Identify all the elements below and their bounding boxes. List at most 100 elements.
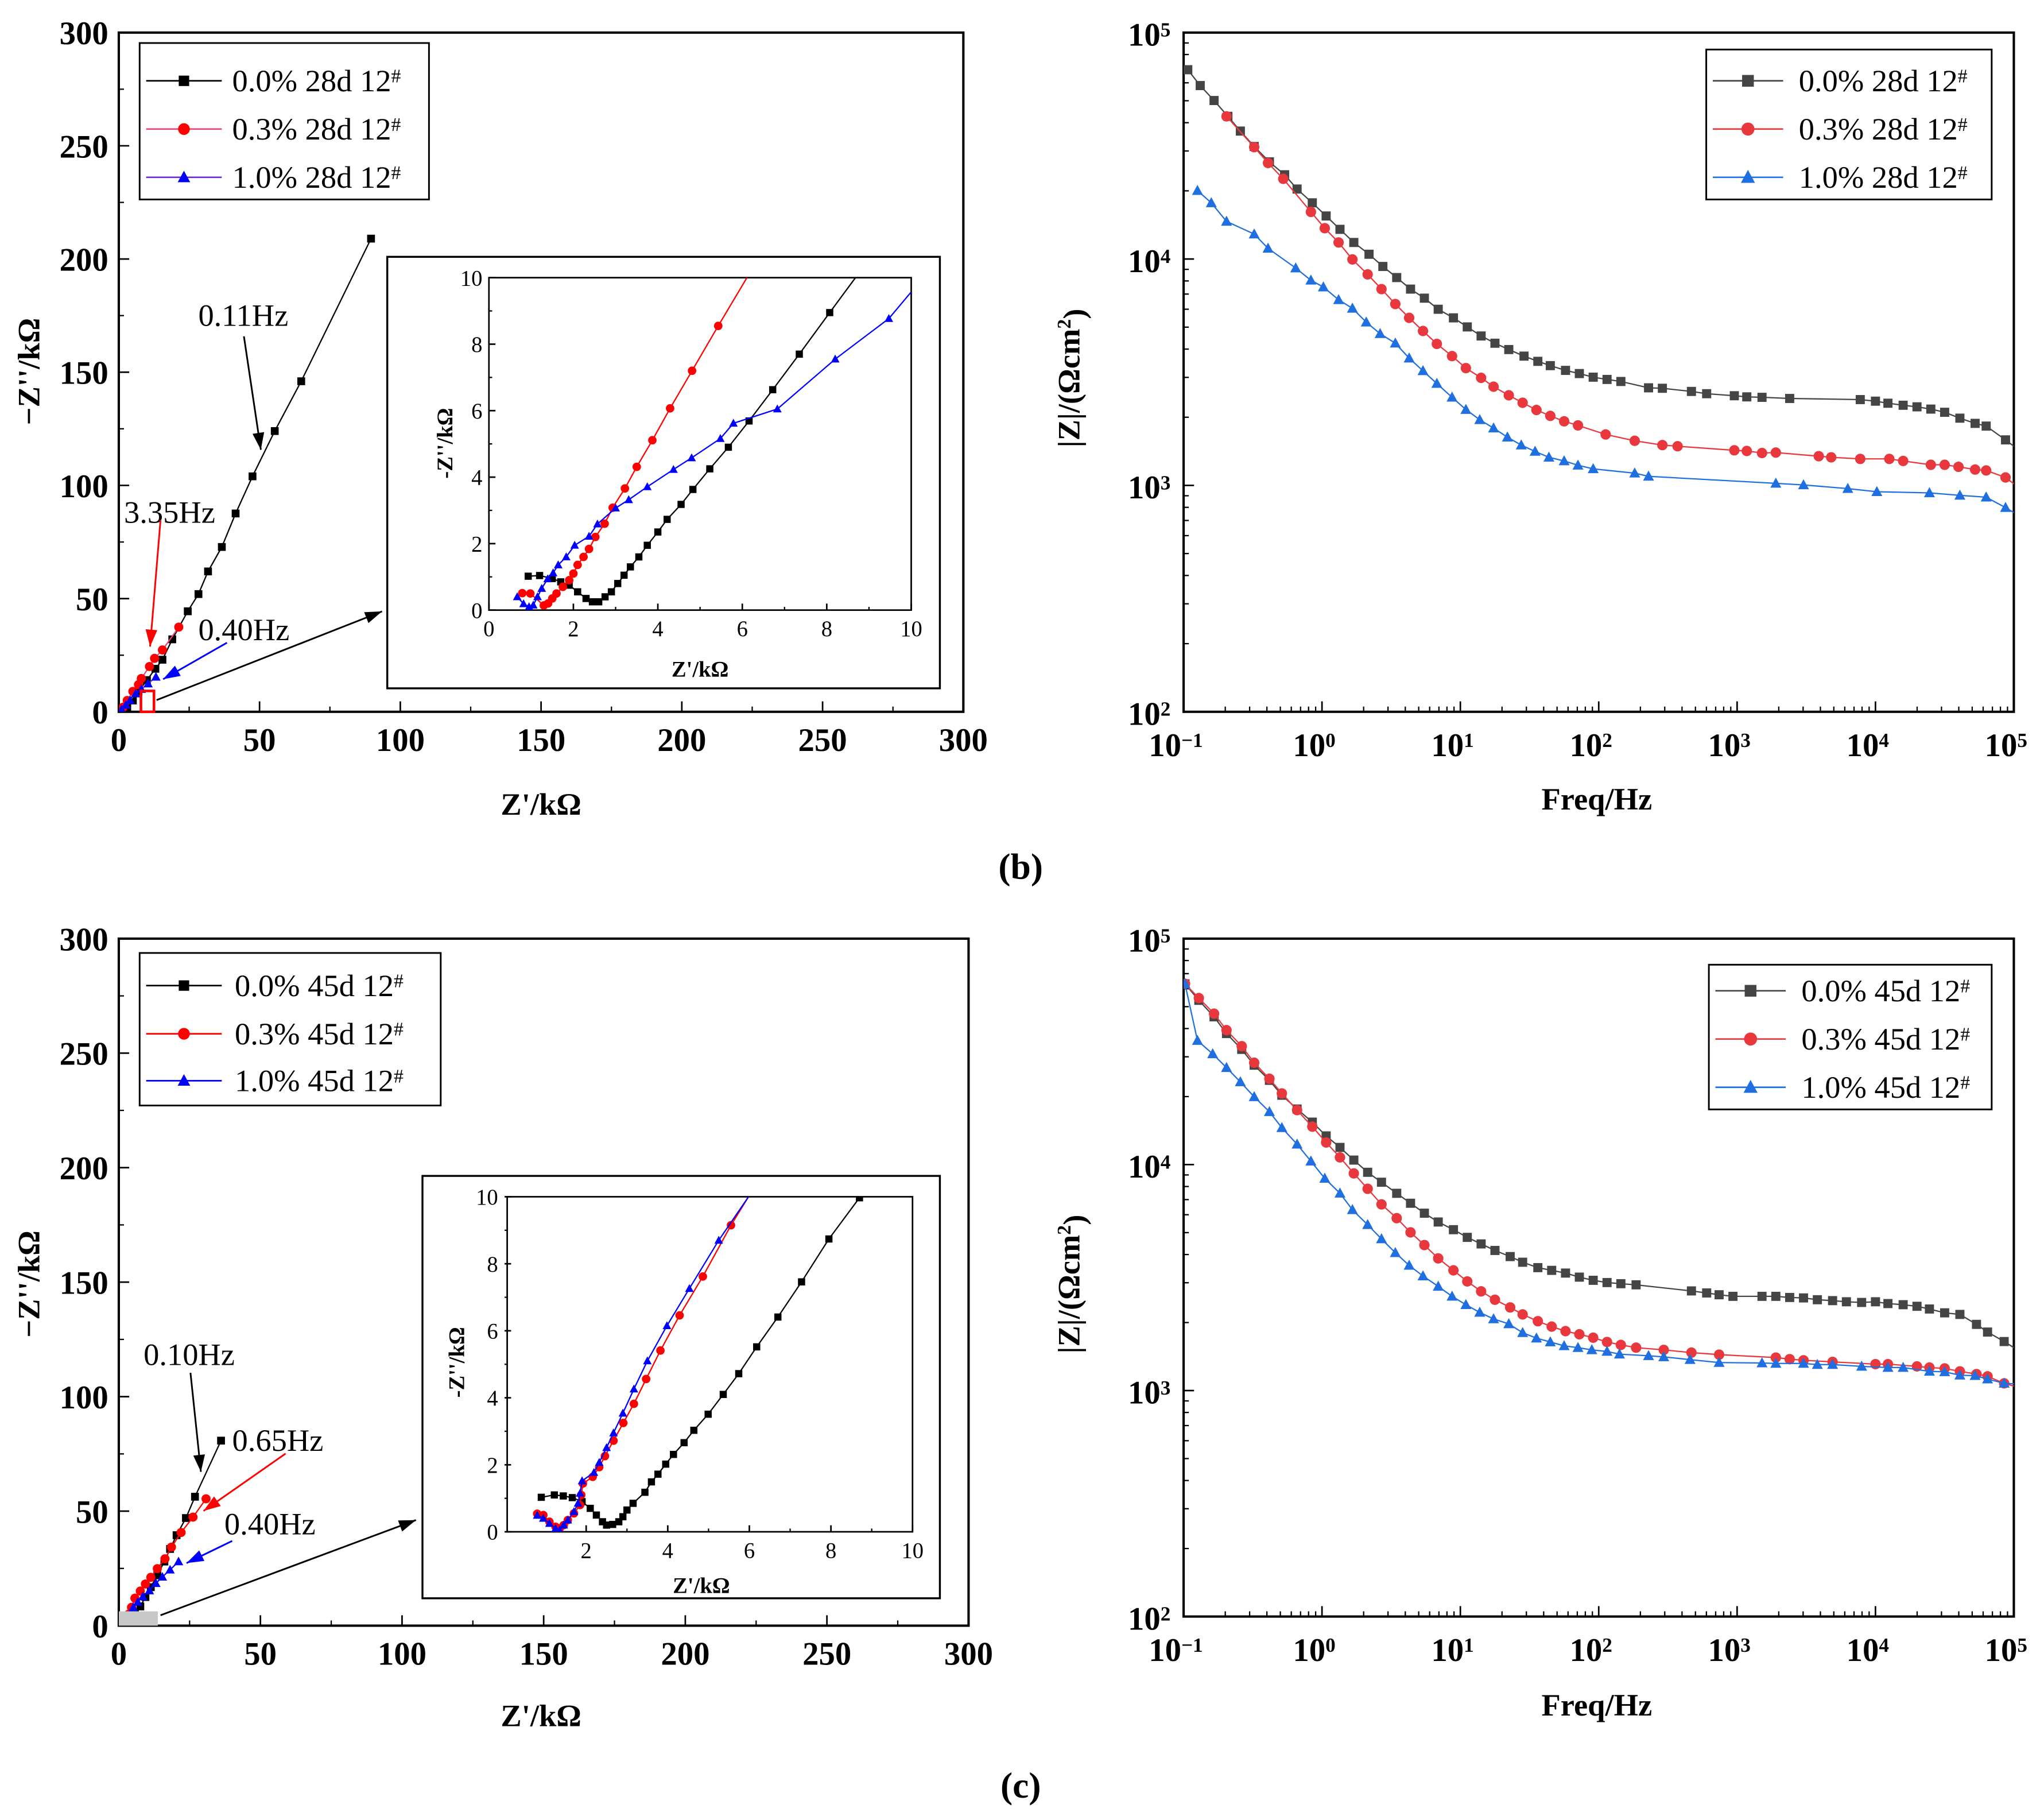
data-point: [1572, 1342, 1584, 1352]
data-point: [121, 700, 131, 709]
data-point: [1715, 1290, 1724, 1300]
x-tick-label: 2: [568, 617, 579, 641]
legend-label: 0.0% 28d 12#: [1799, 63, 1968, 98]
data-point: [1277, 1088, 1287, 1099]
data-point: [146, 1573, 156, 1582]
legend-entry: 0.0% 28d 12#: [1712, 63, 1968, 98]
legend-entry: 1.0% 45d 12#: [146, 1063, 404, 1098]
data-point: [1601, 1337, 1612, 1348]
data-point: [1417, 365, 1429, 375]
data-point: [1925, 459, 1936, 470]
data-point: [595, 598, 603, 606]
y-tick-label-sup: 4: [1161, 1151, 1171, 1173]
data-point: [699, 1272, 707, 1281]
data-layer: [513, 277, 912, 610]
y-tick-label: 0: [487, 1521, 498, 1545]
data-point: [1601, 1345, 1613, 1356]
data-point: [1602, 1277, 1612, 1287]
data-point: [1884, 454, 1895, 464]
x-tick-label: 104: [1847, 727, 1889, 764]
data-point: [1770, 1352, 1781, 1363]
data-point: [1504, 1302, 1516, 1313]
data-point: [592, 1511, 600, 1519]
data-point: [609, 1520, 616, 1528]
data-point: [1374, 328, 1386, 338]
data-point: [1433, 304, 1443, 314]
x-tick-label-base: 10: [1985, 727, 2018, 764]
inset-link-arrow: [156, 610, 383, 701]
x-tick-label-sup: 4: [1879, 1634, 1889, 1656]
data-point: [1405, 1227, 1416, 1238]
y-tick-label: 0: [92, 695, 108, 731]
data-point: [1348, 1168, 1359, 1179]
data-point: [1519, 351, 1529, 361]
data-point: [1999, 1377, 2010, 1388]
data-point: [1629, 467, 1640, 478]
data-point: [1981, 421, 1991, 431]
data-point: [670, 1450, 677, 1458]
x-tick-label-base: 10: [1708, 727, 1741, 764]
data-point: [218, 543, 226, 551]
data-point: [1349, 238, 1359, 247]
x-tick-label: 6: [737, 617, 748, 641]
legend-label: 0.3% 28d 12#: [1799, 111, 1968, 146]
data-point: [1196, 81, 1205, 90]
data-point: [1488, 381, 1499, 392]
data-point: [158, 645, 167, 655]
data-point: [150, 653, 160, 663]
data-point: [603, 1521, 610, 1529]
annotation-arrow-head: [203, 1496, 221, 1511]
data-point: [632, 462, 641, 471]
x-tick-label: 10−1: [1149, 727, 1203, 764]
y-tick-label-sup: 2: [1161, 698, 1171, 721]
y-tick-label: 6: [471, 400, 482, 424]
data-point: [1390, 337, 1401, 348]
x-tick-label-base: 10: [1431, 1632, 1464, 1668]
data-point: [1882, 1361, 1894, 1372]
data-point: [1616, 1279, 1626, 1288]
data-point: [856, 1197, 863, 1202]
data-point: [1209, 1008, 1220, 1019]
data-point: [1855, 454, 1865, 464]
data-point: [1262, 242, 1274, 253]
data-point: [1433, 1217, 1443, 1227]
y-tick-label: 200: [60, 242, 108, 278]
data-point: [138, 1592, 148, 1601]
x-tick-label-sup: 5: [2017, 729, 2027, 752]
data-point: [1672, 441, 1683, 452]
y-tick-label: 250: [60, 1036, 108, 1072]
data-point: [1558, 455, 1570, 466]
x-axis-title: Z'/kΩ: [673, 1574, 730, 1598]
data-point: [1953, 462, 1964, 473]
data-point: [524, 572, 532, 580]
legend-label-base: 0.0% 45d 12: [1801, 973, 1960, 1008]
data-point: [1248, 142, 1260, 153]
legend-label: 0.0% 28d 12#: [232, 63, 401, 98]
y-tick-label-base: 10: [1128, 1375, 1161, 1411]
y-tick-label-sup: 3: [1161, 1377, 1171, 1399]
annotation-arrow-head: [252, 432, 265, 450]
legend-label: 1.0% 45d 12#: [1801, 1070, 1970, 1105]
legend-box: [1705, 48, 1993, 200]
data-point: [1248, 228, 1260, 239]
data-point: [623, 1506, 631, 1514]
data-point: [1629, 435, 1640, 446]
legend-label-sup: #: [391, 114, 401, 135]
data-point: [643, 482, 652, 490]
y-tick-label: 103: [1128, 1375, 1170, 1411]
data-point: [1488, 422, 1499, 433]
x-tick-label: 0: [111, 722, 127, 758]
data-point: [1390, 299, 1401, 309]
data-point: [1292, 184, 1302, 194]
data-point: [1448, 1265, 1459, 1276]
y-tick-label-sup: 4: [1161, 245, 1171, 268]
data-point: [614, 580, 622, 587]
legend-label-sup: #: [394, 1019, 404, 1040]
data-point: [191, 1493, 199, 1501]
data-point: [1263, 157, 1274, 168]
data-point: [666, 404, 674, 413]
data-point: [1614, 1348, 1625, 1359]
annotation-arrow-head: [163, 665, 181, 680]
